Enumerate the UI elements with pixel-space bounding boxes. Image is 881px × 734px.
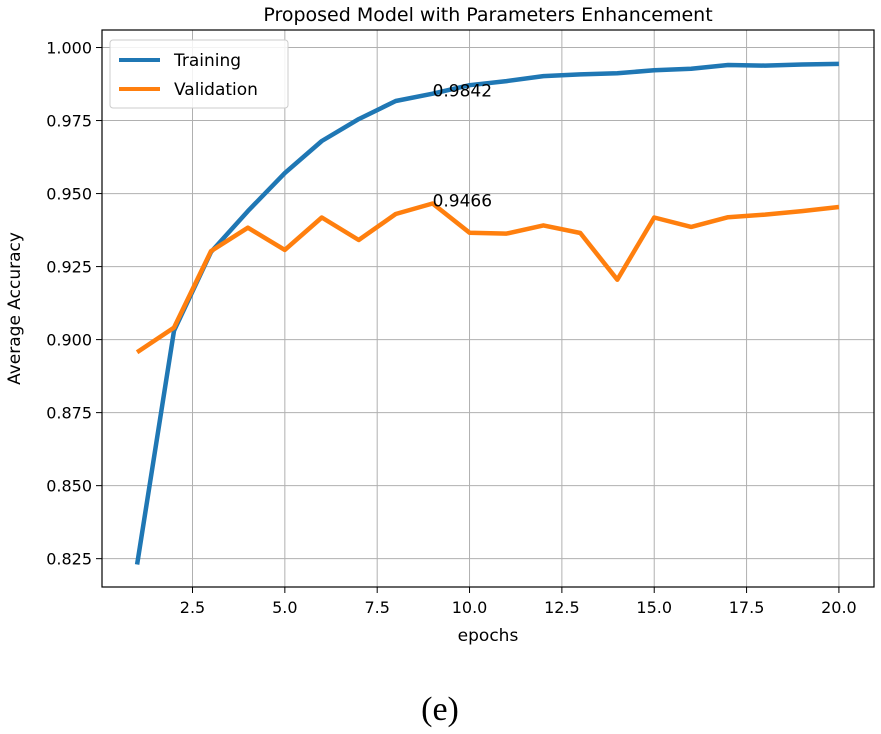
- annotations: 0.9842 0.9466: [433, 82, 492, 212]
- y-tick-label: 0.950: [46, 185, 92, 204]
- figure-caption: (e): [421, 691, 459, 728]
- x-tick-label: 5.0: [272, 598, 297, 617]
- series-lines: [134, 61, 840, 565]
- y-tick-label: 0.875: [46, 404, 92, 423]
- x-tick-label: 12.5: [544, 598, 580, 617]
- series-line-validation: [135, 201, 840, 355]
- y-tick-label: 0.900: [46, 331, 92, 350]
- x-axis-title: epochs: [458, 626, 519, 646]
- y-tick-label: 0.850: [46, 477, 92, 496]
- y-tick-label: 0.825: [46, 550, 92, 569]
- value-annotation: 0.9842: [433, 82, 492, 102]
- series-line-training: [134, 61, 839, 565]
- y-tick-label: 0.925: [46, 258, 92, 277]
- legend: Training Validation: [109, 39, 289, 109]
- legend-label-training: Training: [173, 51, 241, 71]
- y-axis-title: Average Accuracy: [5, 232, 25, 385]
- legend-label-validation: Validation: [174, 80, 258, 100]
- y-tick-label: 1.000: [46, 39, 92, 58]
- grid: [102, 30, 874, 587]
- chart-title: Proposed Model with Parameters Enhanceme…: [263, 4, 712, 26]
- axis-ticks: 2.5 5.0 7.5 10.0 12.5 15.0 17.5 20.0 0.825 0.850 0…: [46, 39, 857, 617]
- x-tick-label: 17.5: [729, 598, 765, 617]
- x-tick-label: 2.5: [180, 598, 205, 617]
- value-annotation: 0.9466: [433, 191, 492, 211]
- y-tick-label: 0.975: [46, 112, 92, 131]
- x-tick-label: 10.0: [452, 598, 488, 617]
- x-tick-label: 20.0: [821, 598, 857, 617]
- x-tick-label: 15.0: [636, 598, 672, 617]
- plot-frame: [101, 29, 875, 588]
- x-tick-label: 7.5: [364, 598, 389, 617]
